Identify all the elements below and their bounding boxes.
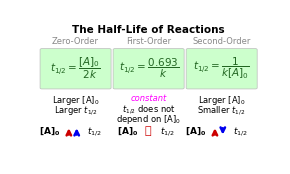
FancyBboxPatch shape <box>113 49 184 89</box>
Text: Second-Order: Second-Order <box>193 37 251 46</box>
Text: ❌: ❌ <box>144 126 151 136</box>
Text: The Half-Life of Reactions: The Half-Life of Reactions <box>72 25 225 35</box>
Text: $t_{1/2}$: $t_{1/2}$ <box>160 125 175 138</box>
FancyBboxPatch shape <box>186 49 257 89</box>
Text: $t_{1/2}=\dfrac{1}{k[A]_0}$: $t_{1/2}=\dfrac{1}{k[A]_0}$ <box>193 56 250 81</box>
Text: $\mathbf{[A]_0}$: $\mathbf{[A]_0}$ <box>39 125 60 137</box>
Text: constant: constant <box>130 94 167 103</box>
Text: Larger $t_{1/2}$: Larger $t_{1/2}$ <box>54 105 97 117</box>
Text: $t_{1/2}$ does not: $t_{1/2}$ does not <box>122 103 175 116</box>
Text: Smaller $t_{1/2}$: Smaller $t_{1/2}$ <box>197 105 246 117</box>
Text: $t_{1/2}$: $t_{1/2}$ <box>233 125 248 138</box>
Text: $t_{1/2}$: $t_{1/2}$ <box>87 125 102 138</box>
Text: Larger [A]$_0$: Larger [A]$_0$ <box>198 94 245 107</box>
FancyBboxPatch shape <box>40 49 111 89</box>
Text: Zero-Order: Zero-Order <box>52 37 99 46</box>
Text: First-Order: First-Order <box>126 37 171 46</box>
Text: $t_{1/2}=\dfrac{[A]_0}{2k}$: $t_{1/2}=\dfrac{[A]_0}{2k}$ <box>50 56 101 81</box>
Text: $\mathbf{[A]_0}$: $\mathbf{[A]_0}$ <box>185 125 206 137</box>
Text: depend on [A]$_0$: depend on [A]$_0$ <box>116 113 181 126</box>
Text: $\mathbf{[A]_0}$: $\mathbf{[A]_0}$ <box>117 125 138 137</box>
Text: $t_{1/2}=\dfrac{0.693}{k}$: $t_{1/2}=\dfrac{0.693}{k}$ <box>119 57 179 80</box>
Text: Larger [A]$_0$: Larger [A]$_0$ <box>52 94 99 107</box>
